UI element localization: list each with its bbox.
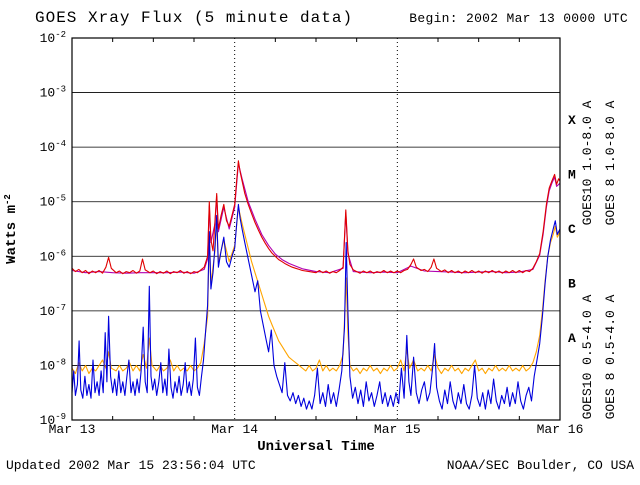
y-tick-label: 10-2: [40, 30, 66, 46]
credit-label: NOAA/SEC Boulder, CO USA: [447, 458, 634, 473]
x-tick-label: Mar 14: [211, 422, 258, 437]
series-line-0: [71, 162, 561, 274]
flare-class-letter: B: [568, 277, 576, 292]
y-tick-label: 10-4: [40, 139, 66, 155]
flare-class-letter: C: [568, 222, 576, 237]
begin-label: Begin: 2002 Mar 13 0000 UTC: [409, 11, 628, 26]
x-tick-label: Mar 16: [537, 422, 584, 437]
y-tick-label: 10-8: [40, 357, 66, 373]
y-tick-labels-group: 10-210-310-410-510-610-710-810-9: [40, 30, 66, 428]
gridlines-group: [72, 38, 560, 420]
flare-class-letter: X: [568, 113, 576, 128]
chart-title: GOES Xray Flux (5 minute data): [35, 9, 353, 27]
series-line-3: [71, 203, 561, 410]
series-line-1: [71, 160, 561, 275]
y-tick-label: 10-3: [40, 85, 66, 101]
y-axis-label: Watts m-2: [3, 194, 20, 264]
series-line-2: [71, 206, 561, 375]
flare-class-letters-group: X M C B A: [568, 113, 576, 346]
x-axis-label: Universal Time: [257, 439, 375, 455]
legend-group: GOES10 1.0-8.0 A GOES 8 1.0-8.0 A GOES10 0…: [580, 100, 618, 419]
series-lines-group: [71, 160, 561, 410]
updated-label: Updated 2002 Mar 15 23:56:04 UTC: [6, 458, 256, 473]
x-tick-labels-group: Mar 13 Mar 14 Mar 15 Mar 16: [49, 422, 584, 437]
x-tick-label: Mar 13: [49, 422, 96, 437]
plot-frame: [71, 37, 561, 421]
legend-label: GOES10 1.0-8.0 A: [580, 100, 595, 225]
legend-label: GOES 8 1.0-8.0 A: [603, 100, 618, 225]
y-tick-label: 10-5: [40, 194, 66, 210]
y-tick-label: 10-6: [40, 248, 66, 264]
x-tick-label: Mar 15: [374, 422, 421, 437]
legend-label: GOES10 0.5-4.0 A: [580, 294, 595, 419]
flare-class-letter: M: [568, 167, 576, 182]
y-tick-label: 10-7: [40, 303, 66, 319]
flare-class-letter: A: [568, 331, 576, 346]
legend-label: GOES 8 0.5-4.0 A: [603, 294, 618, 419]
